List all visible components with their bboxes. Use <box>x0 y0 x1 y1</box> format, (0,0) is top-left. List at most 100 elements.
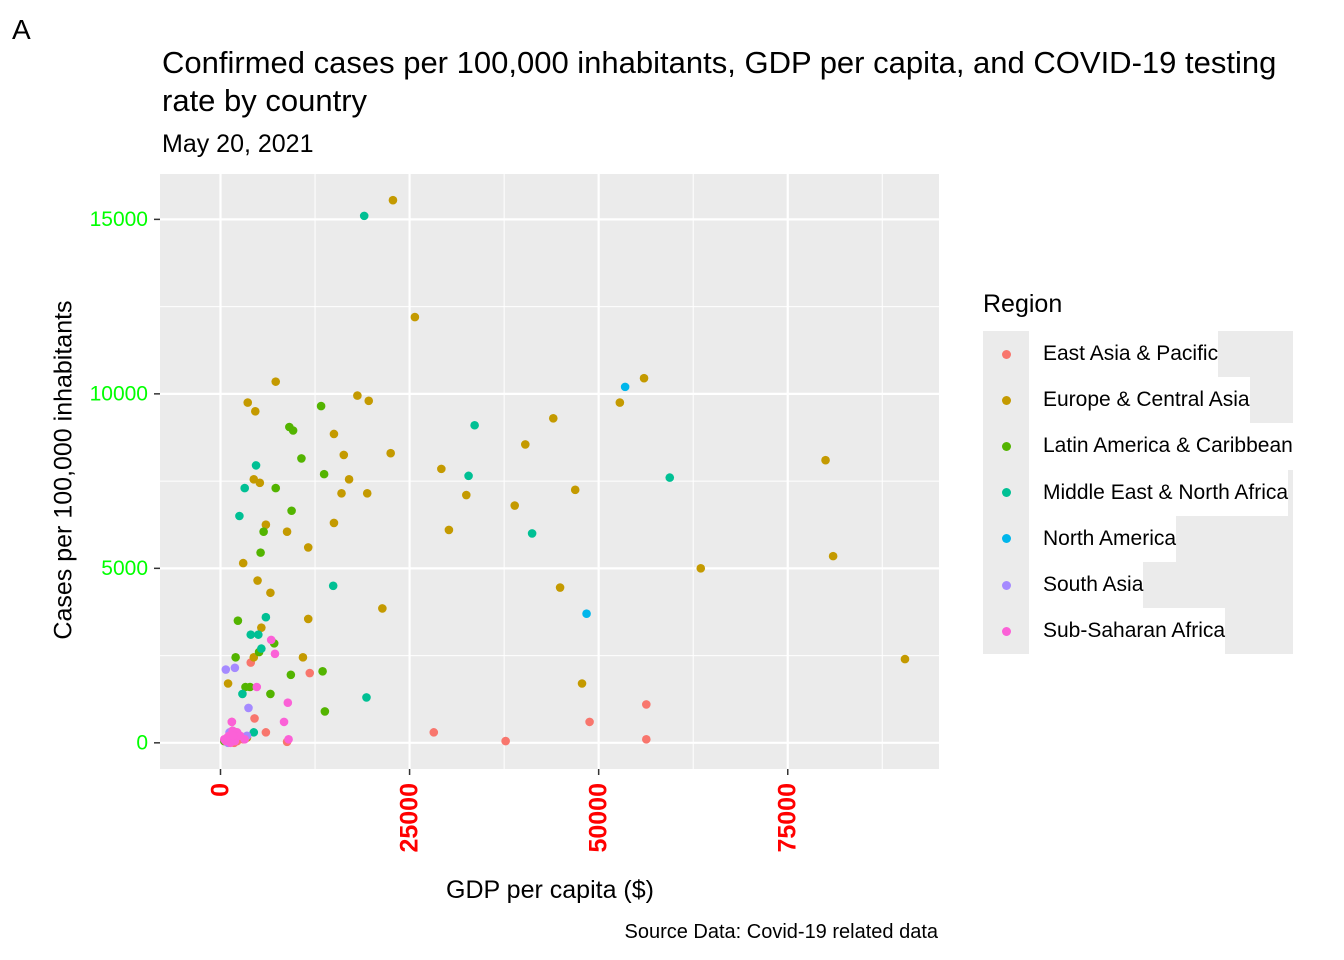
data-point <box>362 489 372 498</box>
grid-minor <box>160 174 939 769</box>
data-point <box>470 420 479 430</box>
data-point <box>245 682 255 692</box>
data-point <box>261 728 271 737</box>
x-tick-labels: 0 25000 50000 75000 <box>207 783 802 853</box>
legend-key <box>983 331 1029 377</box>
data-point <box>437 464 446 474</box>
data-point <box>249 728 259 737</box>
data-point <box>259 527 268 536</box>
legend-dot-icon <box>1001 395 1011 405</box>
legend-label: Middle East & North Africa <box>1029 469 1289 516</box>
legend-label: North America <box>1029 515 1177 562</box>
y-tick-label: 10000 <box>90 382 148 405</box>
x-tick-label: 75000 <box>774 783 802 853</box>
data-point <box>696 564 706 573</box>
data-point <box>223 679 233 688</box>
data-point <box>288 426 298 435</box>
x-tick-label: 50000 <box>585 783 613 853</box>
legend-entry: Sub-Saharan Africa <box>983 608 1293 655</box>
data-point <box>316 401 326 411</box>
legend-dot-icon <box>1001 580 1011 590</box>
legend-dot-icon <box>1001 488 1011 498</box>
legend-entry: Latin America & Caribbean <box>983 423 1293 470</box>
legend-dot-icon <box>1001 441 1011 451</box>
legend-label: South Asia <box>1029 561 1144 609</box>
data-point <box>254 630 263 639</box>
data-point <box>639 373 649 383</box>
data-point <box>227 717 237 727</box>
legend-key <box>983 608 1029 654</box>
data-point <box>261 520 271 530</box>
data-point <box>249 653 259 662</box>
data-point <box>501 736 510 746</box>
legend-entry: Middle East & North Africa <box>983 469 1293 516</box>
data-point <box>362 693 371 702</box>
legend-entry: South Asia <box>983 561 1293 609</box>
legend-dot-icon <box>1001 626 1011 636</box>
legend-keys: East Asia & Pacific Europe & Central Asia… <box>983 331 1293 655</box>
legend-entry: Europe & Central Asia <box>983 377 1293 424</box>
data-point <box>261 612 271 622</box>
x-tick-label: 0 <box>207 783 235 797</box>
data-point <box>297 454 306 463</box>
legend-key <box>983 423 1029 469</box>
data-point <box>548 413 558 423</box>
panel-letter: A <box>12 14 31 45</box>
data-point <box>243 398 253 407</box>
y-tick-label: 15000 <box>90 208 148 231</box>
data-point <box>319 469 329 479</box>
data-point <box>287 506 296 516</box>
data-point <box>266 635 276 645</box>
data-point <box>270 649 280 659</box>
data-point <box>240 483 250 493</box>
data-point <box>250 407 260 416</box>
data-point <box>344 475 354 484</box>
data-point <box>318 666 327 676</box>
data-point <box>665 473 675 482</box>
data-point <box>229 731 238 741</box>
data-point <box>221 665 231 674</box>
data-point <box>339 450 349 460</box>
data-point <box>246 630 256 639</box>
data-point <box>642 735 651 744</box>
data-point <box>386 448 395 458</box>
legend-title: Region <box>983 290 1063 318</box>
data-point <box>615 398 625 407</box>
data-point <box>271 483 281 493</box>
data-point <box>284 735 293 744</box>
data-point <box>252 682 262 692</box>
data-point <box>235 511 244 521</box>
legend-key <box>983 470 1029 516</box>
data-point <box>429 728 439 737</box>
data-point <box>828 551 838 561</box>
chart-title: Confirmed cases per 100,000 inhabitants,… <box>162 45 1277 118</box>
data-point <box>266 689 275 699</box>
data-point <box>238 558 248 568</box>
data-point <box>286 670 296 680</box>
source-caption: Source Data: Covid-19 related data <box>624 921 938 943</box>
data-point <box>364 396 374 406</box>
y-axis-label: Cases per 100,000 inhabitants <box>49 300 78 640</box>
data-point <box>256 548 265 557</box>
data-point <box>253 576 262 585</box>
data-point <box>320 707 330 716</box>
data-point <box>620 382 630 392</box>
data-point <box>233 616 243 625</box>
data-point <box>257 623 266 632</box>
data-point <box>305 668 315 678</box>
data-point <box>244 703 253 713</box>
legend-label: East Asia & Pacific <box>1029 331 1219 378</box>
data-point <box>444 525 454 535</box>
data-point <box>303 543 313 552</box>
data-point <box>585 717 594 727</box>
chart-subtitle: May 20, 2021 <box>162 130 314 158</box>
data-point <box>582 609 591 619</box>
data-point <box>520 440 530 449</box>
data-point <box>251 461 261 470</box>
legend-dot-icon <box>1001 349 1011 359</box>
data-point <box>303 614 313 624</box>
y-tick-label: 5000 <box>101 557 148 580</box>
data-point <box>266 588 275 598</box>
data-point <box>900 654 910 664</box>
